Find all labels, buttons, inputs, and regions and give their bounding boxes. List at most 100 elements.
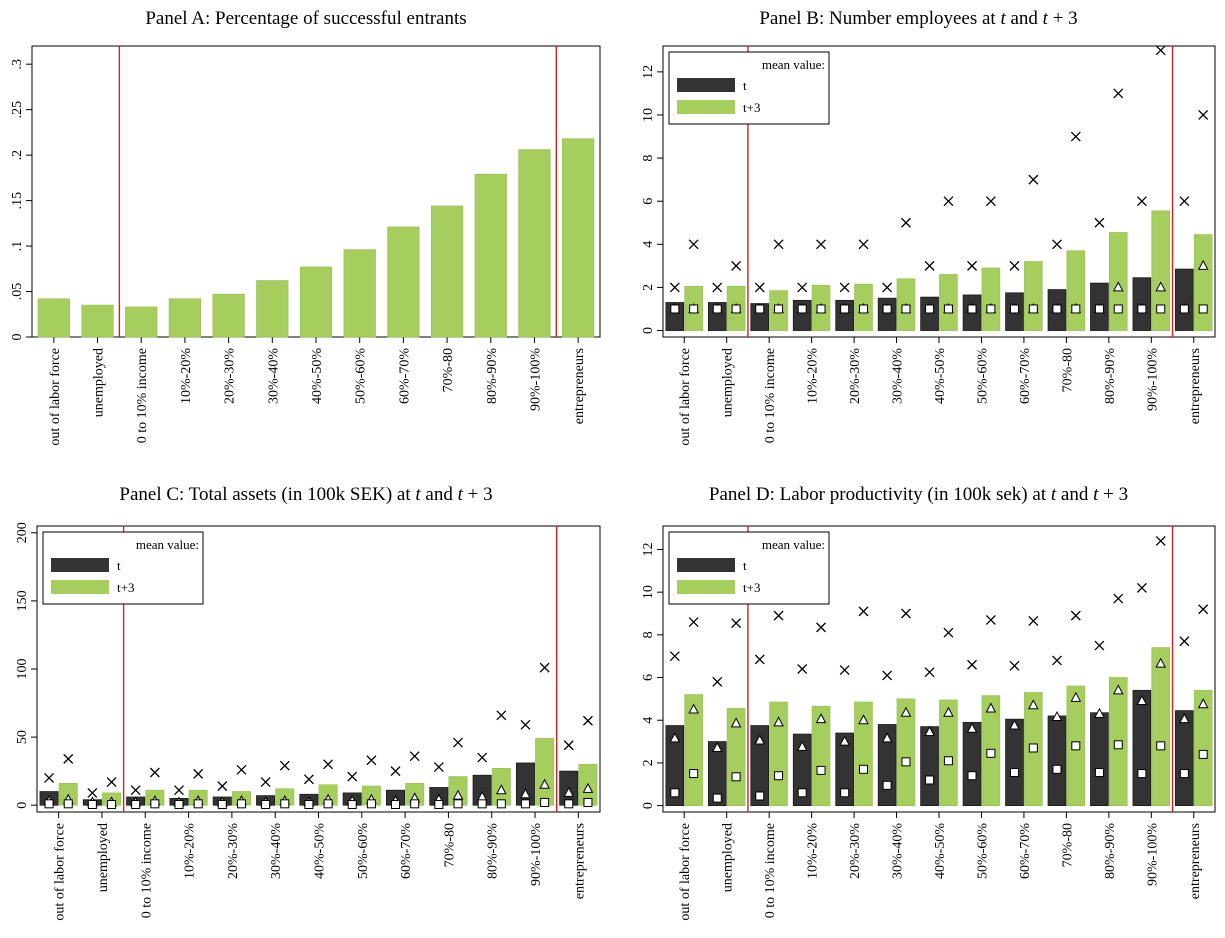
y-tick-label: .15 xyxy=(10,192,25,210)
triangle-marker xyxy=(985,702,997,713)
square-marker xyxy=(797,304,807,314)
x-tick-label: 60%-70% xyxy=(397,348,412,404)
cross-marker xyxy=(149,767,160,778)
panel-a: Panel A: Percentage of successful entran… xyxy=(0,0,612,470)
cross-marker xyxy=(236,764,247,775)
chart-title-text: Panel C: Total assets (in 100k SEK) at xyxy=(119,484,411,505)
square-marker xyxy=(712,793,722,803)
x-tick-label: out of labor force xyxy=(48,348,63,446)
bar xyxy=(939,274,958,331)
x-tick-label: 20%-30% xyxy=(848,823,863,879)
bar xyxy=(750,725,770,806)
square-marker xyxy=(366,799,376,809)
y-tick-label: 100 xyxy=(15,659,30,680)
cross-marker xyxy=(688,239,699,250)
x-tick-label: 30%-40% xyxy=(891,348,906,404)
triangle-marker xyxy=(495,784,507,795)
triangle-marker xyxy=(730,717,742,728)
cross-marker xyxy=(1009,260,1020,271)
cross-marker xyxy=(433,762,444,773)
chart-panel-b: 0 2 4 6 8 10 12 out of labor force unemployed 0 t… xyxy=(641,45,1216,446)
square-marker xyxy=(670,788,680,798)
cross-marker xyxy=(193,768,204,779)
y-tick-label: 200 xyxy=(15,522,30,543)
square-marker xyxy=(840,304,850,314)
bar xyxy=(37,298,70,338)
triangle-marker xyxy=(881,732,893,743)
bar xyxy=(1066,250,1086,331)
legend-swatch-t3 xyxy=(677,580,735,594)
cross-marker xyxy=(1136,196,1147,207)
x-tick-label: 70%-80 xyxy=(1060,823,1075,867)
cross-marker xyxy=(754,654,765,665)
x-tick-label: unemployed xyxy=(96,823,111,892)
x-tick-label: 20%-30% xyxy=(223,348,238,404)
square-marker xyxy=(1198,304,1208,314)
y-tick-label: 8 xyxy=(641,155,656,162)
triangle-marker xyxy=(711,741,723,752)
legend-label-t3: t+3 xyxy=(743,100,760,115)
cross-marker xyxy=(1070,131,1081,142)
square-marker xyxy=(1028,304,1038,314)
square-marker xyxy=(731,304,741,314)
cross-marker xyxy=(1155,45,1166,56)
square-marker xyxy=(1071,304,1081,314)
square-marker xyxy=(1137,769,1147,779)
cross-marker xyxy=(1113,593,1124,604)
x-tick-label: 10%-20% xyxy=(806,823,821,879)
cross-marker xyxy=(816,622,826,633)
x-tick-label: 50%-60% xyxy=(975,823,990,879)
square-marker xyxy=(131,800,141,810)
cross-marker xyxy=(669,651,680,662)
square-marker xyxy=(304,800,314,810)
x-tick-label: 60%-70% xyxy=(1018,348,1033,404)
cross-marker xyxy=(900,608,911,619)
x-tick-label: 80%-90% xyxy=(1103,823,1118,879)
cross-marker xyxy=(967,659,978,670)
cross-marker xyxy=(985,614,996,625)
square-marker xyxy=(755,791,765,801)
chart-title: Panel A: Percentage of successful entran… xyxy=(145,8,467,29)
triangle-marker xyxy=(539,778,550,789)
chart-title-text: Panel B: Number employees at xyxy=(759,8,996,29)
x-tick-label: unemployed xyxy=(721,348,736,417)
cross-marker xyxy=(279,760,290,771)
x-tick-label: 40%-50% xyxy=(933,823,948,879)
cross-marker xyxy=(520,719,531,730)
square-marker xyxy=(901,757,911,767)
cross-marker xyxy=(967,260,978,271)
x-tick-label: 40%-50% xyxy=(933,348,948,404)
bar xyxy=(168,298,202,338)
y-tick-label: 6 xyxy=(641,674,656,681)
x-tick-label: 0 to 10% income xyxy=(135,348,150,443)
y-tick-label: .2 xyxy=(10,150,25,161)
triangle-marker xyxy=(773,716,784,727)
y-tick-label: 12 xyxy=(641,542,656,556)
cross-marker xyxy=(453,737,463,748)
y-tick-label: .1 xyxy=(10,241,25,252)
x-tick-label: out of labor force xyxy=(678,823,693,921)
cross-marker xyxy=(130,785,141,796)
x-tick-label: 70%-80 xyxy=(442,823,457,867)
bar xyxy=(896,698,916,806)
cross-marker xyxy=(1028,616,1039,626)
legend-title: mean value: xyxy=(762,57,825,72)
triangle-marker xyxy=(900,706,912,717)
cross-marker xyxy=(731,260,742,271)
square-marker xyxy=(193,799,203,809)
triangle-marker xyxy=(754,734,766,745)
x-tick-label: 0 to 10% income xyxy=(763,348,778,443)
x-tick-label: 60%-70% xyxy=(1018,823,1033,879)
square-marker xyxy=(261,800,271,810)
chart-title: Panel B: Number employees at t and t + 3 xyxy=(759,8,1078,29)
bar xyxy=(962,721,982,806)
triangle-marker xyxy=(924,725,935,736)
chart-panel-d: 0 2 4 6 8 10 12 out of labor force unemployed 0 t… xyxy=(641,525,1216,921)
square-marker xyxy=(1113,740,1123,750)
cross-marker xyxy=(858,606,869,617)
cross-marker xyxy=(943,196,954,207)
y-tick-label: .25 xyxy=(10,101,25,119)
square-marker xyxy=(564,799,574,809)
square-marker xyxy=(583,797,593,807)
square-marker xyxy=(1113,304,1123,314)
